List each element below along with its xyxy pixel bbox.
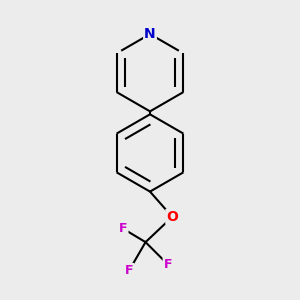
- Text: F: F: [119, 222, 128, 235]
- Text: O: O: [167, 210, 178, 224]
- Text: N: N: [144, 27, 156, 41]
- Text: F: F: [125, 264, 134, 277]
- Text: F: F: [164, 258, 172, 271]
